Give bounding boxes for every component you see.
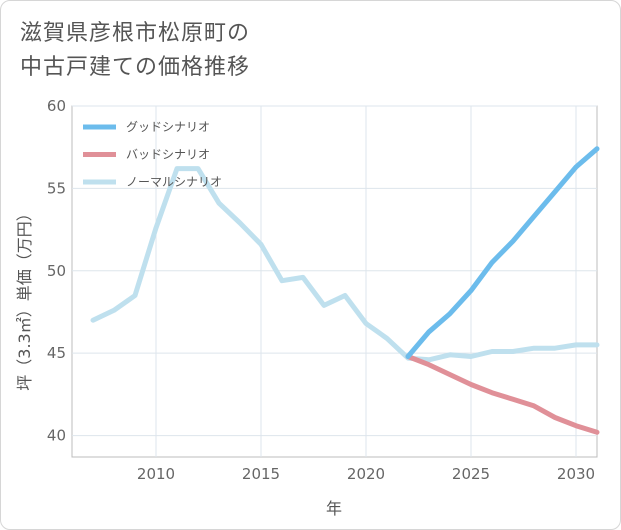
legend-label: ノーマルシナリオ xyxy=(126,175,222,189)
legend-label: グッドシナリオ xyxy=(126,120,210,134)
chart-title-line-1: 滋賀県彦根市松原町の xyxy=(20,21,251,46)
series-line-2 xyxy=(405,354,600,435)
x-tick-label: 2015 xyxy=(242,465,280,483)
y-tick-label: 40 xyxy=(47,427,66,445)
y-axis-ticks: 40 45 50 55 60 xyxy=(47,97,66,445)
series-lines xyxy=(90,146,600,435)
series-line-3 xyxy=(90,166,600,363)
x-tick-label: 2030 xyxy=(557,465,595,483)
x-tick-label: 2010 xyxy=(137,465,175,483)
x-tick-label: 2025 xyxy=(452,465,490,483)
legend-label: バッドシナリオ xyxy=(126,148,210,162)
y-tick-label: 45 xyxy=(47,344,66,362)
chart-title: 滋賀県彦根市松原町の 中古戸建ての価格推移 xyxy=(20,17,250,85)
chart-title-line-2: 中古戸建ての価格推移 xyxy=(20,55,251,80)
y-tick-label: 60 xyxy=(47,97,66,115)
series-line-1 xyxy=(405,146,600,359)
y-tick-label: 55 xyxy=(47,179,66,197)
y-axis-title: 坪（3.3㎡）単価（万円） xyxy=(15,205,34,390)
y-tick-label: 50 xyxy=(47,262,66,280)
x-axis-title: 年 xyxy=(326,499,342,518)
x-tick-label: 2020 xyxy=(347,465,385,483)
x-axis-ticks: 2010 2015 2020 2025 2030 xyxy=(137,465,595,483)
